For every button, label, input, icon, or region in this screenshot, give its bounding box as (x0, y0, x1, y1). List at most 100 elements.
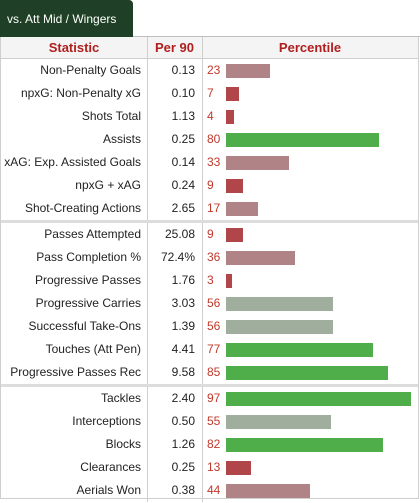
column-divider (147, 456, 148, 479)
percentile-bar (226, 251, 295, 265)
percentile-bar (226, 320, 333, 334)
column-divider (147, 269, 148, 292)
per90-value: 9.58 (171, 365, 195, 379)
header-per90[interactable]: Per 90 (154, 40, 195, 55)
column-divider (147, 197, 148, 220)
per90-value: 0.14 (171, 155, 195, 169)
percentile-value: 97 (207, 391, 221, 405)
table-row: Pass Completion % 72.4% 36 (1, 246, 418, 269)
stat-name: Successful Take-Ons (28, 319, 142, 333)
stat-name: Progressive Carries (35, 296, 141, 310)
per90-value: 1.39 (171, 319, 195, 333)
per90-value: 0.50 (171, 414, 195, 428)
percentile-value: 56 (207, 319, 221, 333)
column-divider (202, 37, 203, 58)
stat-name: Progressive Passes (34, 273, 141, 287)
percentile-value: 3 (207, 273, 214, 287)
column-divider (147, 105, 148, 128)
column-divider (202, 151, 203, 174)
percentile-bar (226, 274, 232, 288)
percentile-value: 17 (207, 201, 221, 215)
percentile-bar (226, 392, 411, 406)
column-divider (202, 269, 203, 292)
percentile-value: 44 (207, 483, 221, 497)
column-divider (147, 246, 148, 269)
per90-value: 0.38 (171, 483, 195, 497)
per90-value: 3.03 (171, 296, 195, 310)
percentile-bar (226, 156, 289, 170)
percentile-table: Statistic Per 90 Percentile Non-Penalty … (0, 37, 419, 502)
percentile-bar (226, 366, 388, 380)
percentile-bar (226, 202, 258, 216)
column-divider (147, 292, 148, 315)
table-row: Tackles 2.40 97 (1, 387, 418, 410)
table-body: Non-Penalty Goals 0.13 23 npxG: Non-Penalty… (1, 59, 418, 502)
percentile-bar (226, 179, 243, 193)
stat-name: xAG: Exp. Assisted Goals (4, 155, 141, 169)
stat-group: Non-Penalty Goals 0.13 23 npxG: Non-Penalty… (1, 59, 418, 220)
header-statistic[interactable]: Statistic (48, 40, 100, 55)
percentile-bar (226, 110, 234, 124)
stat-name: Assists (102, 132, 141, 146)
header-percentile[interactable]: Percentile (278, 40, 342, 55)
column-divider (202, 433, 203, 456)
table-row: npxG: Non-Penalty xG 0.10 7 (1, 82, 418, 105)
percentile-value: 55 (207, 414, 221, 428)
per90-value: 1.26 (171, 437, 195, 451)
column-divider (147, 433, 148, 456)
column-divider (202, 361, 203, 384)
percentile-value: 80 (207, 132, 221, 146)
tab-vs-att-mid-wingers[interactable]: vs. Att Mid / Wingers (0, 0, 133, 37)
percentile-bar (226, 484, 310, 498)
stat-name: Aerials Won (76, 483, 141, 497)
column-divider (147, 59, 148, 82)
table-row: Progressive Passes Rec 9.58 85 (1, 361, 418, 384)
stat-name: Non-Penalty Goals (40, 63, 141, 77)
table-row: npxG + xAG 0.24 9 (1, 174, 418, 197)
per90-value: 0.10 (171, 86, 195, 100)
column-divider (202, 197, 203, 220)
per90-value: 0.24 (171, 178, 195, 192)
per90-value: 72.4% (160, 250, 195, 264)
percentile-value: 9 (207, 227, 214, 241)
table-row: Clearances 0.25 13 (1, 456, 418, 479)
percentile-bar (226, 461, 251, 475)
table-row: Progressive Carries 3.03 56 (1, 292, 418, 315)
table-row: Touches (Att Pen) 4.41 77 (1, 338, 418, 361)
percentile-value: 36 (207, 250, 221, 264)
percentile-bar (226, 415, 331, 429)
column-divider (147, 37, 148, 58)
column-divider (202, 410, 203, 433)
percentile-value: 85 (207, 365, 221, 379)
column-divider (147, 82, 148, 105)
column-divider (202, 59, 203, 82)
table-row: Progressive Passes 1.76 3 (1, 269, 418, 292)
table-row: Assists 0.25 80 (1, 128, 418, 151)
table-row: Blocks 1.26 82 (1, 433, 418, 456)
column-divider (147, 387, 148, 410)
table-row: Interceptions 0.50 55 (1, 410, 418, 433)
per90-value: 25.08 (164, 227, 195, 241)
percentile-value: 33 (207, 155, 221, 169)
column-divider (202, 387, 203, 410)
column-divider (147, 128, 148, 151)
column-divider (147, 315, 148, 338)
per90-value: 1.13 (171, 109, 195, 123)
percentile-value: 4 (207, 109, 214, 123)
table-row: xAG: Exp. Assisted Goals 0.14 33 (1, 151, 418, 174)
table-row: Aerials Won 0.38 44 (1, 479, 418, 502)
percentile-bar (226, 87, 239, 101)
per90-value: 2.65 (171, 201, 195, 215)
column-divider (202, 292, 203, 315)
column-divider (202, 246, 203, 269)
column-divider (147, 223, 148, 246)
stat-name: Progressive Passes Rec (10, 365, 141, 379)
per90-value: 2.40 (171, 391, 195, 405)
stat-group: Tackles 2.40 97 Interceptions 0.50 55 Blocks 1.… (1, 384, 418, 502)
stat-name: npxG + xAG (75, 178, 141, 192)
tab-bar: vs. Att Mid / Wingers (0, 0, 420, 37)
stat-name: npxG: Non-Penalty xG (20, 86, 141, 100)
column-divider (147, 361, 148, 384)
table-row: Shots Total 1.13 4 (1, 105, 418, 128)
